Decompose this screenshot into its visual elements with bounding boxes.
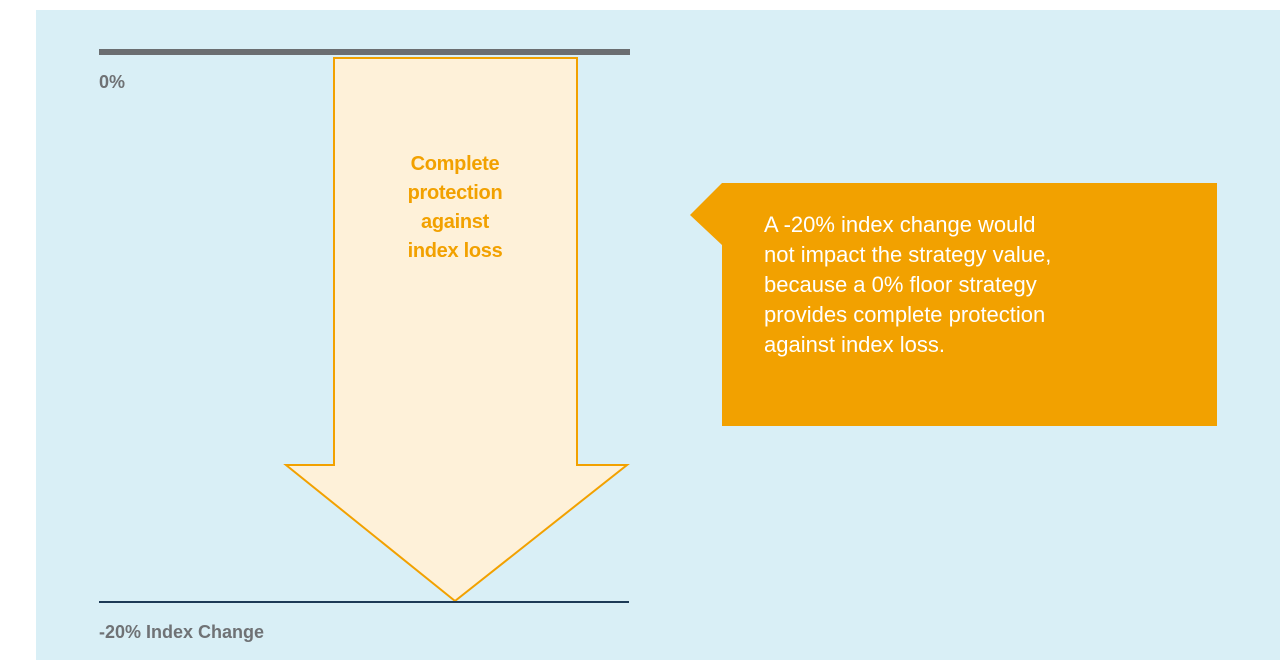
callout-shape	[690, 183, 1217, 426]
zero-percent-line	[99, 49, 630, 55]
index-change-line	[99, 601, 629, 603]
callout-text: A -20% index change would not impact the…	[764, 212, 1052, 357]
arrow-label: Complete protection against index loss	[407, 153, 503, 262]
zero-percent-label: 0%	[99, 72, 126, 92]
arrow-shape	[283, 57, 630, 603]
index-change-label: -20% Index Change	[99, 622, 265, 642]
